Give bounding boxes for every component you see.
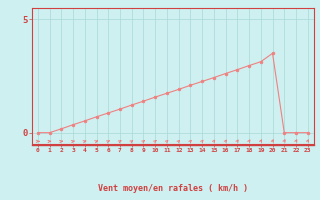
X-axis label: Vent moyen/en rafales ( km/h ): Vent moyen/en rafales ( km/h ): [98, 184, 248, 193]
